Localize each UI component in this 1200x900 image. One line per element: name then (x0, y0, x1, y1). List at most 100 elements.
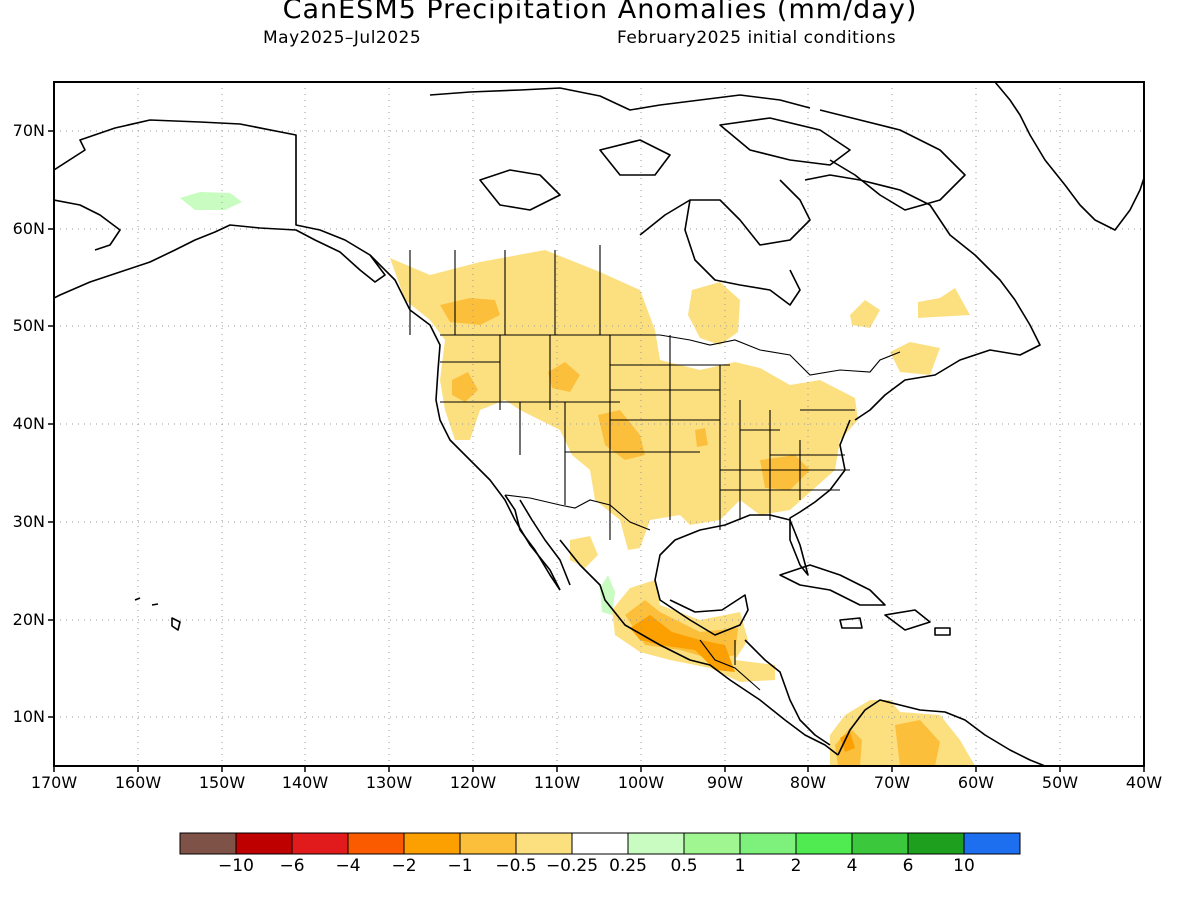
colorbar-swatch-6 (515, 832, 573, 855)
lon-label-80w: 80W (789, 773, 827, 792)
initial-conditions: February2025 initial conditions (617, 28, 897, 48)
lat-label-30n: 30N (12, 512, 45, 531)
anomaly-region-maritimes (890, 342, 940, 375)
anomaly-region-baja (570, 536, 598, 568)
colorbar-label-8: 0.5 (670, 856, 698, 876)
anomaly-region-mexico-core (630, 615, 735, 672)
colorbar-label-2: −4 (335, 856, 361, 876)
coast-baja (504, 494, 571, 591)
political-boundaries (295, 135, 901, 691)
lat-label-10n: 10N (12, 707, 45, 726)
lon-label-50w: 50W (1041, 773, 1079, 792)
anomaly-patch-wyoming (548, 362, 580, 392)
coast-baffin (819, 109, 966, 211)
coast-alaska (54, 119, 386, 299)
lat-label-50n: 50N (12, 316, 45, 335)
lon-label-120w: 120W (449, 773, 497, 792)
anomaly-region-ontario (688, 282, 740, 345)
anomaly-fill-layer (180, 192, 975, 766)
central-america-borders (699, 639, 761, 691)
coast-hawaii (134, 597, 181, 631)
colorbar-label-3: −2 (391, 856, 417, 876)
lat-label-70n: 70N (12, 121, 45, 140)
anomaly-patch-colombia-core (840, 732, 855, 752)
colorbar-swatch-1 (235, 832, 293, 855)
coast-jamaica (839, 617, 863, 629)
anomaly-patch-oregon (452, 372, 478, 402)
coast-central-america (744, 639, 831, 746)
coast-mexico-west (559, 539, 839, 756)
coast-arctic-3 (599, 139, 671, 176)
colorbar-label-9: 1 (734, 856, 746, 876)
coast-labrador (804, 174, 1041, 421)
coast-hudson (639, 179, 811, 246)
lon-label-130w: 130W (365, 773, 413, 792)
coast-south-america (837, 699, 1046, 766)
colorbar-label-4: −1 (447, 856, 473, 876)
lon-label-160w: 160W (114, 773, 162, 792)
colorbar-swatch-13 (907, 832, 965, 855)
colorbar-label-0: −10 (218, 856, 254, 876)
anomaly-patch-alaska-wet (180, 192, 242, 210)
lat-label-20n: 20N (12, 610, 45, 629)
map-title: CanESM5 Precipitation Anomalies (mm/day) (282, 0, 918, 25)
coast-alaska-sw (54, 199, 121, 251)
border-us-mexico (504, 494, 651, 531)
coast-greenland (994, 82, 1144, 231)
colorbar-label-10: 2 (790, 856, 802, 876)
lat-label-40n: 40N (12, 414, 45, 433)
forecast-period: May2025–Jul2025 (263, 28, 422, 48)
colorbar-swatch-9 (683, 832, 741, 855)
us-state-lines (440, 335, 855, 540)
coast-hispaniola (884, 609, 931, 631)
coast-arctic-2 (479, 169, 561, 211)
gridlines (54, 82, 1144, 766)
colorbar-label-12: 6 (902, 856, 914, 876)
axis-ticks (48, 130, 1145, 772)
colorbar-swatch-2 (291, 832, 349, 855)
lon-label-100w: 100W (617, 773, 665, 792)
anomaly-region-labrador (918, 288, 970, 318)
colorbar-label-6: −0.25 (545, 856, 599, 876)
lon-label-60w: 60W (957, 773, 995, 792)
anomaly-patch-kansas (695, 428, 708, 447)
colorbar-swatch-8 (627, 832, 685, 855)
canada-province-lines (409, 245, 601, 335)
lon-label-90w: 90W (706, 773, 744, 792)
lon-label-170w: 170W (30, 773, 78, 792)
anomaly-patch-mexico-wet (600, 575, 615, 615)
coast-hudson-south (684, 199, 801, 306)
lon-label-70w: 70W (873, 773, 911, 792)
colorbar-swatch-7 (571, 832, 629, 855)
anomaly-region-venezuela-dark (895, 720, 940, 766)
coast-gulf (654, 419, 851, 636)
colorbar-swatch-3 (347, 832, 405, 855)
border-us-canada (440, 334, 901, 376)
colorbar-swatch-4 (403, 832, 461, 855)
coast-cuba (779, 564, 886, 606)
anomaly-region-western (390, 250, 858, 550)
colorbar-swatch-12 (851, 832, 909, 855)
colorbar-label-1: −6 (279, 856, 305, 876)
anomaly-region-quebec (850, 300, 880, 328)
colorbar (179, 832, 1021, 855)
colorbar-label-7: 0.25 (609, 856, 647, 876)
anomaly-patch-tennessee (760, 455, 810, 490)
lon-label-140w: 140W (281, 773, 329, 792)
colorbar-swatch-10 (739, 832, 797, 855)
colorbar-swatch-11 (795, 832, 853, 855)
colorbar-label-11: 4 (846, 856, 858, 876)
coastlines (54, 82, 1144, 766)
colorbar-label-13: 10 (953, 856, 975, 876)
colorbar-swatch-0 (179, 832, 237, 855)
lon-label-40w: 40W (1125, 773, 1163, 792)
lat-label-60n: 60N (12, 219, 45, 238)
colorbar-swatch-14 (963, 832, 1021, 855)
coast-puerto-rico (934, 627, 951, 636)
colorbar-label-5: −0.5 (495, 856, 537, 876)
coast-arctic-4 (719, 117, 851, 166)
lon-label-110w: 110W (533, 773, 581, 792)
colorbar-swatch-5 (459, 832, 517, 855)
lon-label-150w: 150W (198, 773, 246, 792)
